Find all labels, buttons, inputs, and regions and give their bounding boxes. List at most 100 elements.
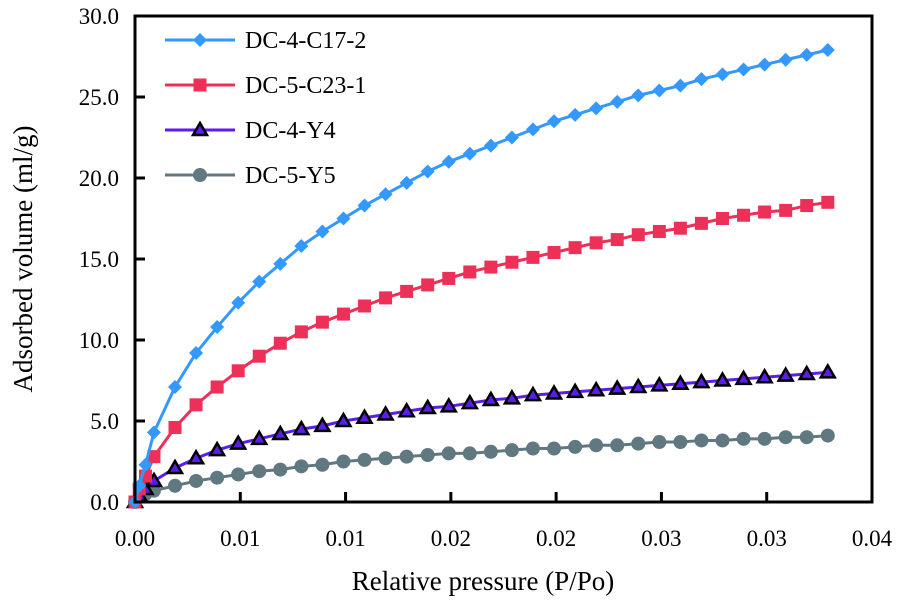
data-point	[673, 78, 688, 93]
data-point	[589, 438, 604, 453]
legend-item: DC-5-C23-1	[165, 73, 366, 99]
data-point	[715, 433, 730, 448]
data-point	[505, 255, 519, 269]
data-point	[629, 377, 648, 394]
data-point	[441, 154, 456, 169]
data-point	[378, 187, 393, 202]
y-tick-label: 20.0	[79, 166, 119, 191]
data-point	[502, 388, 522, 405]
series-dc-5-y5	[128, 428, 835, 509]
x-tick-label: 0.01	[325, 526, 365, 551]
y-tick-label: 10.0	[79, 328, 119, 353]
data-point	[694, 433, 709, 448]
axis-ticks: 0.00 0.01 0.01 0.02 0.02 0.03 0.03 0.04 0.0 5.0 10…	[79, 4, 893, 551]
data-point	[315, 457, 330, 472]
data-point	[589, 101, 604, 116]
data-point	[671, 374, 690, 390]
data-point	[358, 299, 372, 313]
data-point	[379, 291, 393, 305]
x-axis-label: Relative pressure (P/Po)	[352, 566, 614, 596]
legend-label: DC-5-C23-1	[245, 73, 366, 99]
data-point	[271, 424, 290, 441]
data-point	[165, 458, 185, 475]
data-point	[568, 107, 583, 122]
data-point	[631, 88, 646, 103]
series-dc-4-c17-2	[128, 43, 835, 509]
series-line	[133, 200, 829, 503]
legend: DC-4-C17-2 DC-5-C23-1 DC-4-Y4 DC-5-Y5	[165, 28, 366, 189]
data-point	[736, 431, 751, 446]
data-point	[779, 203, 793, 217]
data-point	[315, 224, 330, 239]
data-point	[421, 278, 435, 292]
data-point	[650, 375, 669, 392]
x-tick-label: 0.04	[852, 526, 893, 551]
data-point	[568, 439, 583, 454]
data-point	[441, 446, 456, 461]
y-tick-label: 5.0	[90, 409, 119, 434]
data-point	[631, 228, 645, 242]
data-point	[820, 43, 835, 58]
data-point	[610, 438, 625, 453]
data-point	[294, 459, 309, 474]
data-point	[652, 83, 667, 98]
data-point	[315, 315, 329, 329]
data-point	[481, 390, 501, 407]
data-point	[376, 405, 395, 421]
data-point	[210, 470, 225, 485]
data-point	[484, 260, 498, 274]
data-point	[589, 236, 603, 250]
x-tick-label: 0.03	[641, 526, 681, 551]
data-point	[439, 396, 458, 413]
data-point	[776, 366, 795, 382]
x-tick-label: 0.00	[115, 526, 155, 551]
data-point	[336, 454, 351, 469]
data-point	[525, 441, 540, 456]
data-point	[713, 371, 732, 387]
data-point	[273, 462, 288, 477]
data-point	[189, 345, 204, 360]
data-point	[147, 450, 161, 464]
data-point	[734, 369, 753, 386]
legend-marker	[193, 168, 207, 182]
data-point	[463, 265, 477, 279]
data-point	[397, 401, 416, 418]
data-point	[418, 398, 437, 415]
data-point	[818, 362, 837, 379]
y-tick-label: 25.0	[79, 85, 119, 110]
data-point	[673, 221, 687, 235]
legend-marker	[193, 78, 207, 92]
y-tick-label: 30.0	[79, 4, 119, 29]
data-point	[250, 429, 269, 446]
series-layer	[125, 43, 837, 509]
data-point	[231, 467, 246, 482]
data-point	[483, 138, 498, 153]
data-point	[357, 452, 372, 467]
data-point	[231, 364, 245, 378]
data-point	[694, 216, 708, 230]
data-point	[565, 382, 585, 399]
legend-marker	[190, 120, 210, 137]
data-point	[336, 211, 351, 226]
data-point	[631, 436, 646, 451]
data-point	[547, 441, 562, 456]
data-point	[252, 464, 267, 479]
data-point	[610, 94, 625, 109]
data-point	[229, 434, 248, 450]
data-point	[586, 380, 606, 397]
data-point	[168, 420, 182, 434]
legend-label: DC-5-Y5	[245, 163, 336, 189]
x-tick-label: 0.02	[536, 526, 576, 551]
x-tick-label: 0.01	[220, 526, 260, 551]
legend-item: DC-4-C17-2	[165, 28, 366, 54]
data-point	[252, 349, 266, 363]
data-point	[294, 239, 309, 254]
data-point	[273, 256, 288, 271]
data-point	[146, 425, 161, 440]
data-point	[715, 67, 730, 82]
data-point	[757, 57, 772, 72]
data-point	[504, 443, 519, 458]
data-point	[544, 383, 564, 400]
data-point	[797, 364, 816, 381]
